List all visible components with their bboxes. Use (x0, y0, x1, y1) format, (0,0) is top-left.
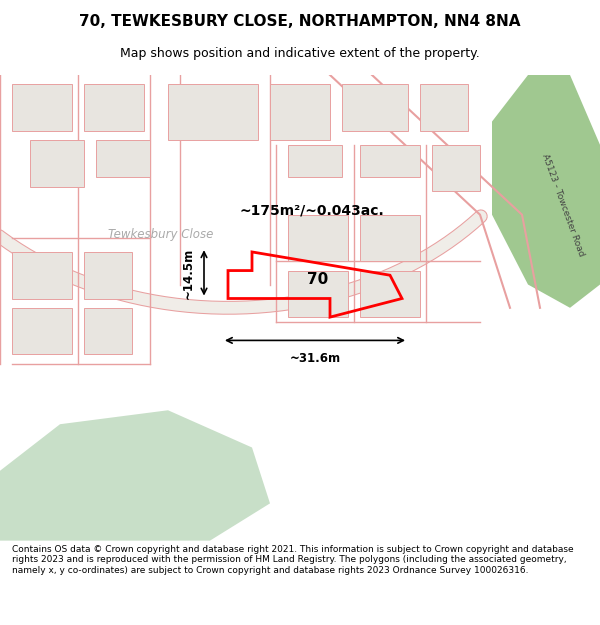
Polygon shape (12, 252, 72, 299)
Polygon shape (288, 145, 342, 177)
Polygon shape (96, 140, 150, 177)
Text: A5123 - Towcester Road: A5123 - Towcester Road (540, 153, 586, 258)
Polygon shape (420, 84, 468, 131)
Polygon shape (360, 145, 420, 177)
Polygon shape (84, 84, 144, 131)
Polygon shape (30, 140, 84, 187)
Polygon shape (432, 145, 480, 191)
Polygon shape (84, 252, 132, 299)
Polygon shape (288, 214, 348, 261)
Polygon shape (360, 271, 420, 317)
Text: 70, TEWKESBURY CLOSE, NORTHAMPTON, NN4 8NA: 70, TEWKESBURY CLOSE, NORTHAMPTON, NN4 8… (79, 14, 521, 29)
Polygon shape (492, 75, 600, 308)
Polygon shape (0, 410, 270, 541)
Polygon shape (360, 214, 420, 261)
Text: Map shows position and indicative extent of the property.: Map shows position and indicative extent… (120, 48, 480, 61)
Polygon shape (342, 84, 408, 131)
Polygon shape (84, 308, 132, 354)
Text: ~175m²/~0.043ac.: ~175m²/~0.043ac. (239, 204, 385, 217)
Polygon shape (270, 84, 330, 140)
Polygon shape (12, 84, 72, 131)
Polygon shape (12, 308, 72, 354)
Text: Tewkesbury Close: Tewkesbury Close (108, 228, 214, 241)
Text: Contains OS data © Crown copyright and database right 2021. This information is : Contains OS data © Crown copyright and d… (12, 545, 574, 574)
Text: ~31.6m: ~31.6m (289, 352, 341, 365)
Polygon shape (288, 271, 348, 317)
Text: 70: 70 (307, 272, 329, 288)
Polygon shape (168, 84, 258, 140)
Text: ~14.5m: ~14.5m (182, 248, 195, 299)
